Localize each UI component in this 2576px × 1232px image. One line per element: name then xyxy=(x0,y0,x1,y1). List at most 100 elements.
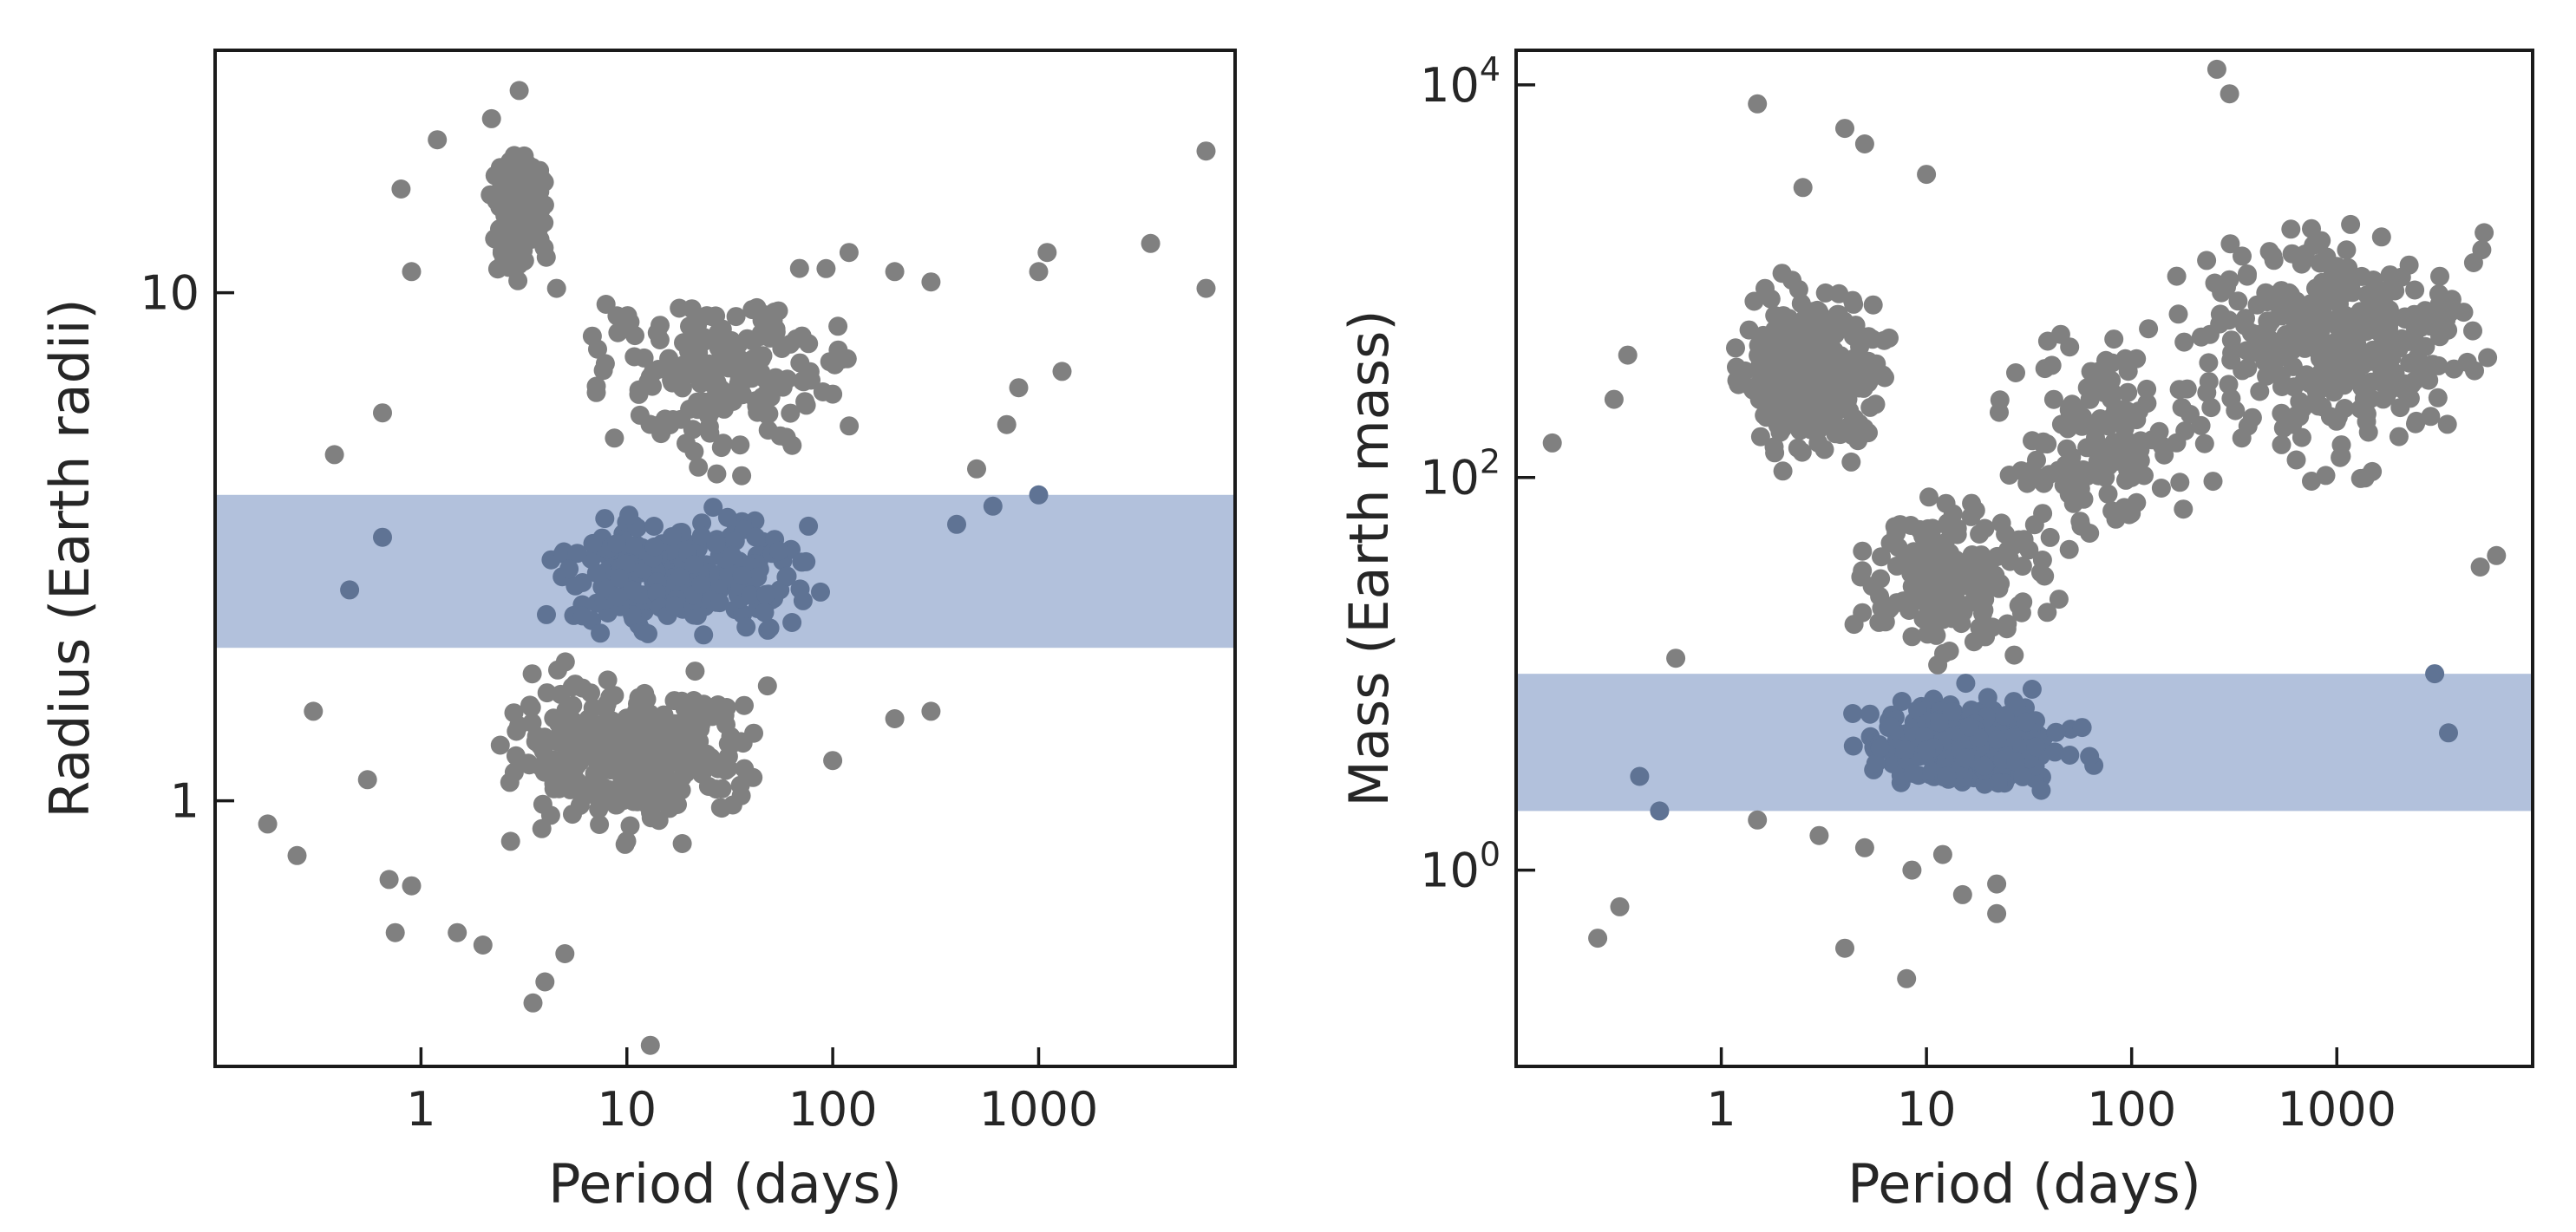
radius-data-point xyxy=(687,392,707,412)
radius-x-axis-label: Period (days) xyxy=(548,1152,902,1216)
mass-data-point xyxy=(2207,59,2226,79)
radius-data-point xyxy=(629,384,649,404)
radius-y-tick-label: 10 xyxy=(140,266,199,321)
mass-data-point xyxy=(2098,484,2118,504)
mass-data-point xyxy=(2013,592,2033,612)
mass-data-point xyxy=(2238,358,2258,378)
mass-data-point xyxy=(1854,134,1874,153)
mass-data-point xyxy=(2454,303,2474,323)
radius-data-point xyxy=(837,349,857,368)
mass-data-point xyxy=(2244,324,2264,344)
radius-data-point xyxy=(620,816,640,836)
radius-data-point xyxy=(583,533,603,553)
radius-x-tick-label: 100 xyxy=(788,1082,878,1137)
mass-data-point xyxy=(2419,370,2439,390)
mass-data-point xyxy=(2357,285,2377,305)
mass-data-point xyxy=(2151,479,2171,498)
radius-data-point xyxy=(304,701,324,721)
radius-data-point xyxy=(608,587,628,607)
radius-data-point xyxy=(533,794,552,814)
mass-data-point xyxy=(1997,614,2017,634)
mass-data-point xyxy=(2250,381,2270,401)
mass-points xyxy=(1542,59,2507,988)
radius-data-point xyxy=(589,786,609,806)
mass-data-point xyxy=(1829,284,1849,303)
radius-data-point xyxy=(664,691,684,711)
radius-data-point xyxy=(683,329,703,349)
radius-x-ticks: 1 10 100 1000 xyxy=(406,1047,1098,1137)
mass-data-point xyxy=(1835,938,1854,958)
mass-data-point xyxy=(2220,234,2240,254)
radius-data-point xyxy=(885,709,905,728)
mass-data-point xyxy=(2405,280,2425,300)
mass-data-point xyxy=(2167,266,2187,286)
mass-data-point xyxy=(2062,447,2082,467)
radius-data-point xyxy=(555,944,575,963)
mass-data-point xyxy=(2168,304,2188,324)
radius-x-tick-label: 10 xyxy=(597,1082,657,1137)
mass-data-point xyxy=(2086,428,2105,447)
mass-data-point xyxy=(1942,701,1962,721)
radius-data-point xyxy=(448,922,467,942)
mass-data-point xyxy=(1964,632,1984,652)
mass-data-point xyxy=(1892,692,1912,711)
radius-data-point xyxy=(531,736,550,755)
mass-data-point xyxy=(2295,244,2315,264)
mass-data-point xyxy=(2115,498,2135,518)
mass-data-point xyxy=(1799,343,1819,363)
mass-data-point xyxy=(2046,722,2066,742)
radius-data-point xyxy=(751,323,771,343)
radius-data-point xyxy=(763,310,783,330)
mass-data-point xyxy=(1987,903,2007,923)
radius-data-point xyxy=(640,1035,660,1055)
radius-data-point xyxy=(566,675,585,694)
mass-data-point xyxy=(2259,329,2279,349)
mass-data-point xyxy=(1788,279,1808,299)
mass-data-point xyxy=(1955,748,1975,768)
mass-data-point xyxy=(2396,310,2416,329)
mass-data-point xyxy=(2439,723,2458,743)
mass-data-point xyxy=(2080,524,2100,543)
radius-data-point xyxy=(508,271,528,290)
radius-data-point xyxy=(582,326,602,346)
mass-data-point xyxy=(2174,332,2194,352)
radius-data-point xyxy=(650,330,670,349)
mass-data-point xyxy=(1908,701,1927,720)
radius-data-point xyxy=(481,108,501,128)
radius-data-point xyxy=(756,383,776,403)
mass-data-point xyxy=(2040,527,2060,547)
mass-data-point xyxy=(2172,398,2192,417)
mass-data-point xyxy=(2371,324,2390,343)
mass-data-point xyxy=(1820,394,1840,414)
mass-data-point xyxy=(2220,84,2239,104)
mass-data-point xyxy=(2019,540,2039,560)
radius-data-point xyxy=(607,306,627,326)
mass-data-point xyxy=(1934,643,1953,663)
mass-data-point xyxy=(2219,375,2239,394)
radius-data-point xyxy=(816,258,836,278)
mass-data-point xyxy=(2487,545,2507,565)
radius-data-point xyxy=(781,403,801,423)
mass-data-point xyxy=(2371,352,2391,372)
mass-data-point xyxy=(1666,649,1686,668)
mass-data-point xyxy=(1916,740,1936,760)
mass-data-point xyxy=(2026,737,2046,757)
radius-data-point xyxy=(563,805,582,825)
mass-data-point xyxy=(2191,327,2211,347)
mass-data-point xyxy=(2478,348,2498,368)
radius-data-point xyxy=(730,435,750,455)
radius-data-point xyxy=(548,732,567,752)
radius-data-point xyxy=(683,605,703,625)
mass-data-point xyxy=(1935,608,1955,628)
mass-data-point xyxy=(1991,574,2010,594)
mass-data-point xyxy=(1930,713,1949,733)
mass-data-point xyxy=(2457,352,2477,372)
radius-data-point xyxy=(566,576,585,596)
radius-data-point xyxy=(921,272,941,292)
mass-data-point xyxy=(2301,294,2321,314)
radius-data-point xyxy=(732,365,752,385)
radius-data-point xyxy=(473,935,493,955)
mass-x-tick-label: 1000 xyxy=(2278,1082,2396,1137)
mass-data-point xyxy=(1895,548,1915,568)
